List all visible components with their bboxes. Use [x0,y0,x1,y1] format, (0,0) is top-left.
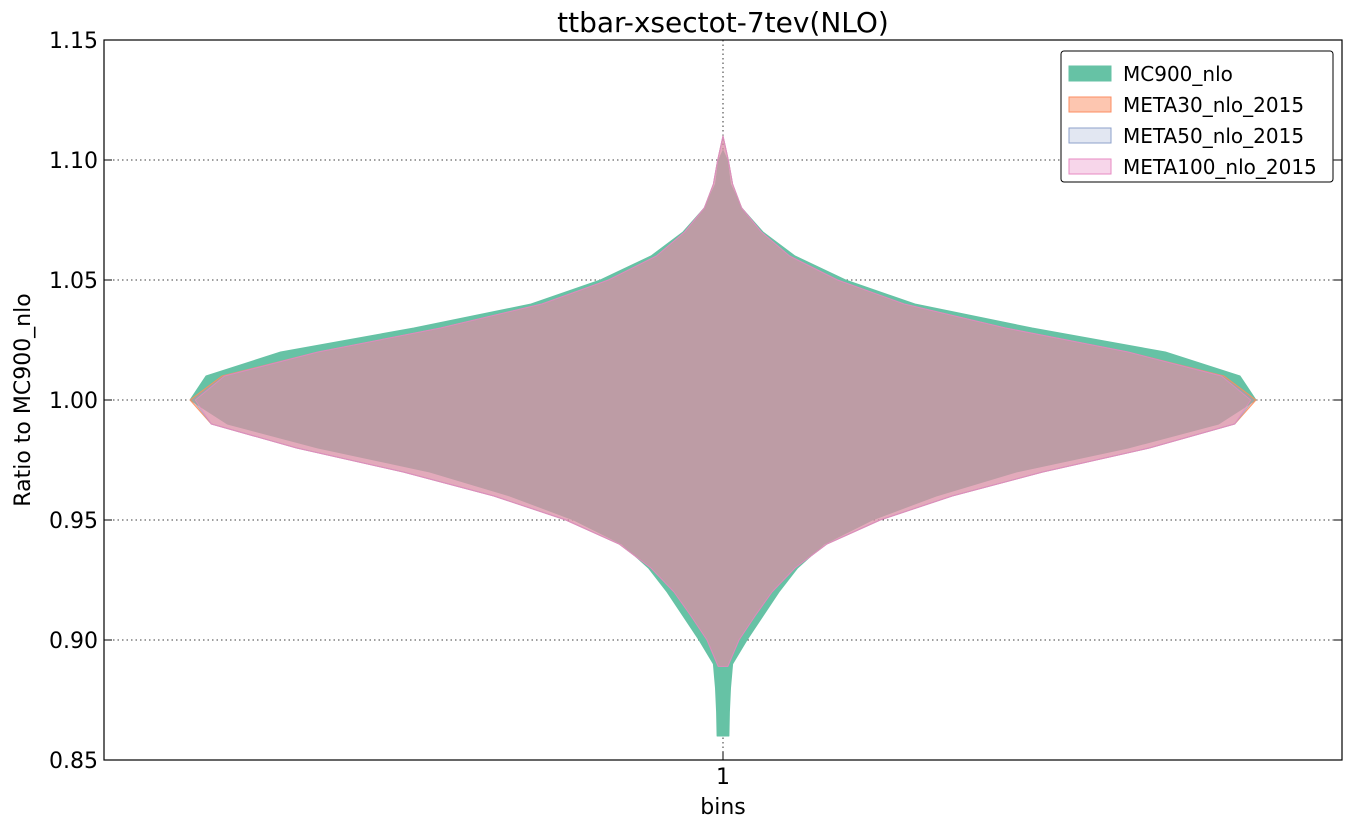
legend-label-2: META50_nlo_2015 [1123,124,1304,148]
legend-swatch-3 [1068,158,1112,175]
violin-meta100-nlo-2015 [194,135,1252,667]
legend-label-1: META30_nlo_2015 [1123,93,1304,117]
violins [189,135,1257,737]
y-tick-label-2: 0.95 [49,509,98,534]
y-tick-label-4: 1.05 [49,269,98,294]
y-axis-ticks: 0.85 0.90 0.95 1.00 1.05 1.10 1.15 [49,29,1342,774]
legend-swatch-0 [1068,65,1112,82]
legend: MC900_nlo META30_nlo_2015 META50_nlo_2015 M… [1060,50,1334,183]
x-axis-label: bins [700,795,745,820]
legend-label-0: MC900_nlo [1123,62,1233,86]
y-axis-label: Ratio to MC900_nlo [11,293,36,506]
legend-label-3: META100_nlo_2015 [1123,155,1317,179]
x-axis-ticks: 1 [716,752,730,790]
legend-box [1060,50,1334,183]
y-tick-label-0: 0.85 [49,749,98,774]
chart-title: ttbar-xsectot-7tev(NLO) [557,6,889,39]
y-tick-label-1: 0.90 [49,629,98,654]
y-tick-label-5: 1.10 [49,149,98,174]
x-tick-label-0: 1 [716,765,730,790]
y-tick-label-6: 1.15 [49,29,98,54]
legend-swatch-2 [1068,127,1112,144]
y-tick-label-3: 1.00 [49,389,98,414]
legend-swatch-1 [1068,96,1112,113]
